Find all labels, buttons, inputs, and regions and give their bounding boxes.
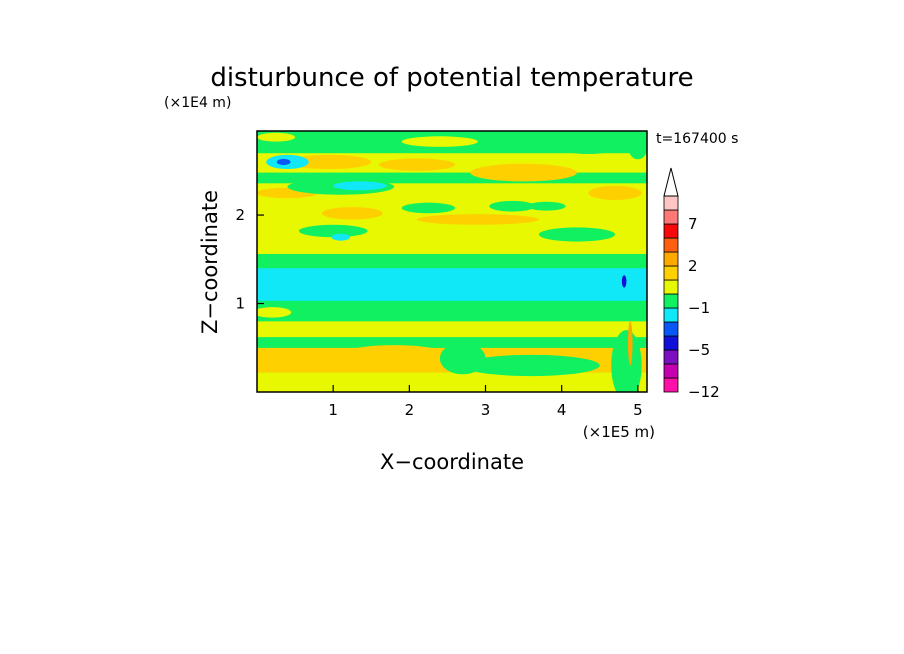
y-axis: 12 [235, 206, 264, 313]
time-label: t=167400 s [656, 131, 738, 147]
colorbar-extend-arrow [663, 167, 679, 197]
x-tick-label-2: 3 [481, 401, 491, 419]
colorbar-level-3 [663, 335, 679, 351]
colorbar-level-6 [663, 293, 679, 309]
contour-region-3 [439, 342, 486, 375]
x-tick-label-0: 1 [328, 401, 338, 419]
contour-region-8 [298, 224, 368, 238]
chart-title: disturbunce of potential temperature [210, 63, 693, 93]
contour-region-9 [331, 233, 350, 241]
colorbar-level-2 [663, 349, 679, 365]
contour-region-2 [462, 354, 600, 377]
colorbar-level-13 [663, 195, 679, 211]
contour-region-27 [257, 132, 296, 142]
contour-region-7 [621, 275, 627, 288]
contour-band-1 [257, 372, 647, 392]
contour-region-28 [628, 138, 647, 160]
contour-band-6 [257, 268, 647, 301]
contour-region-26 [401, 136, 478, 147]
contour-band-4 [257, 321, 647, 338]
y-axis-label: Z−coordinate [198, 190, 222, 334]
colorbar-tick-label-3: 2 [688, 257, 698, 275]
contour-region-0 [257, 348, 357, 365]
colorbar-tick-label-2: −1 [688, 299, 710, 317]
y-tick-label-1: 2 [235, 206, 245, 224]
contour-region-15 [527, 201, 566, 211]
colorbar-level-7 [663, 279, 679, 295]
contour-region-21 [287, 154, 372, 170]
contour-band-7 [257, 253, 647, 269]
contour-region-11 [321, 207, 383, 220]
contour-band-5 [257, 300, 647, 322]
x-axis-label: X−coordinate [380, 450, 524, 474]
contour-band-3 [257, 337, 647, 348]
x-tick-label-1: 2 [405, 401, 415, 419]
colorbar-level-5 [663, 307, 679, 323]
contour-region-22 [378, 158, 456, 171]
contour-region-13 [401, 202, 456, 214]
colorbar-level-4 [663, 321, 679, 337]
contour-region-16 [588, 185, 642, 201]
plot-frame [256, 130, 648, 393]
contour-region-10 [538, 227, 616, 242]
colorbar-level-9 [663, 251, 679, 267]
contour-region-1 [348, 345, 440, 360]
colorbar-level-1 [663, 363, 679, 379]
x-tick-label-3: 4 [557, 401, 567, 419]
colorbar-tick-label-4: 7 [688, 215, 698, 233]
contour-region-23 [554, 138, 623, 155]
x-scale-label: (×1E5 m) [583, 423, 655, 441]
contour-region-6 [257, 307, 292, 318]
colorbar-level-8 [663, 265, 679, 281]
contour-region-19 [333, 181, 387, 191]
colorbar-tick-label-1: −5 [688, 341, 710, 359]
contour-region-14 [489, 200, 536, 212]
colorbar-tick-label-0: −12 [688, 383, 720, 401]
contour-region-25 [276, 158, 291, 166]
colorbar: −12−5−127 [663, 167, 720, 401]
contour-region-5 [627, 321, 633, 366]
colorbar-level-10 [663, 237, 679, 253]
colorbar-level-11 [663, 223, 679, 239]
y-scale-label: (×1E4 m) [164, 95, 231, 111]
contour-region-12 [416, 214, 539, 225]
y-tick-label-0: 1 [235, 295, 245, 313]
colorbar-level-12 [663, 209, 679, 225]
colorbar-level-0 [663, 377, 679, 393]
contour-region-20 [470, 163, 577, 182]
x-tick-label-4: 5 [633, 401, 643, 419]
contour-field [257, 131, 647, 392]
contour-region-4 [611, 330, 642, 392]
x-axis: 1 2 3 4 5 [328, 385, 643, 419]
contour-band-9 [257, 172, 647, 184]
